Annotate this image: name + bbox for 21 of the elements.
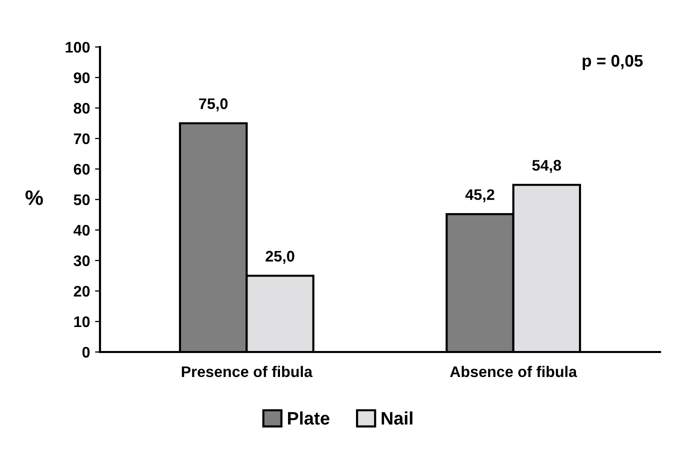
data-label: 54,8	[532, 160, 562, 173]
y-tick-label: 90	[74, 72, 90, 84]
y-tick-label: 10	[74, 316, 90, 328]
x-tick-label: Absence of fibula	[450, 366, 578, 378]
legend-label: Nail	[382, 411, 412, 425]
y-tick-label: 100	[66, 42, 90, 53]
y-tick-label: 20	[74, 286, 90, 297]
y-tick-label: 70	[74, 133, 90, 144]
y-tick-label: 60	[74, 164, 90, 175]
y-tick-label: 0	[82, 346, 90, 358]
y-axis-title: %	[25, 190, 43, 206]
y-tick-label: 30	[74, 255, 90, 266]
data-label: 25,0	[266, 250, 294, 264]
data-label: 75,0	[199, 98, 228, 112]
y-tick-label: 80	[74, 102, 90, 114]
y-tick-label: 40	[74, 224, 90, 236]
y-tick-label: 50	[74, 194, 90, 206]
data-label: 45,2	[465, 189, 494, 202]
legend-label: Plate	[288, 411, 330, 425]
annotation: p = 0,05	[582, 54, 643, 70]
x-tick-label: Presence of fibula	[182, 366, 313, 378]
